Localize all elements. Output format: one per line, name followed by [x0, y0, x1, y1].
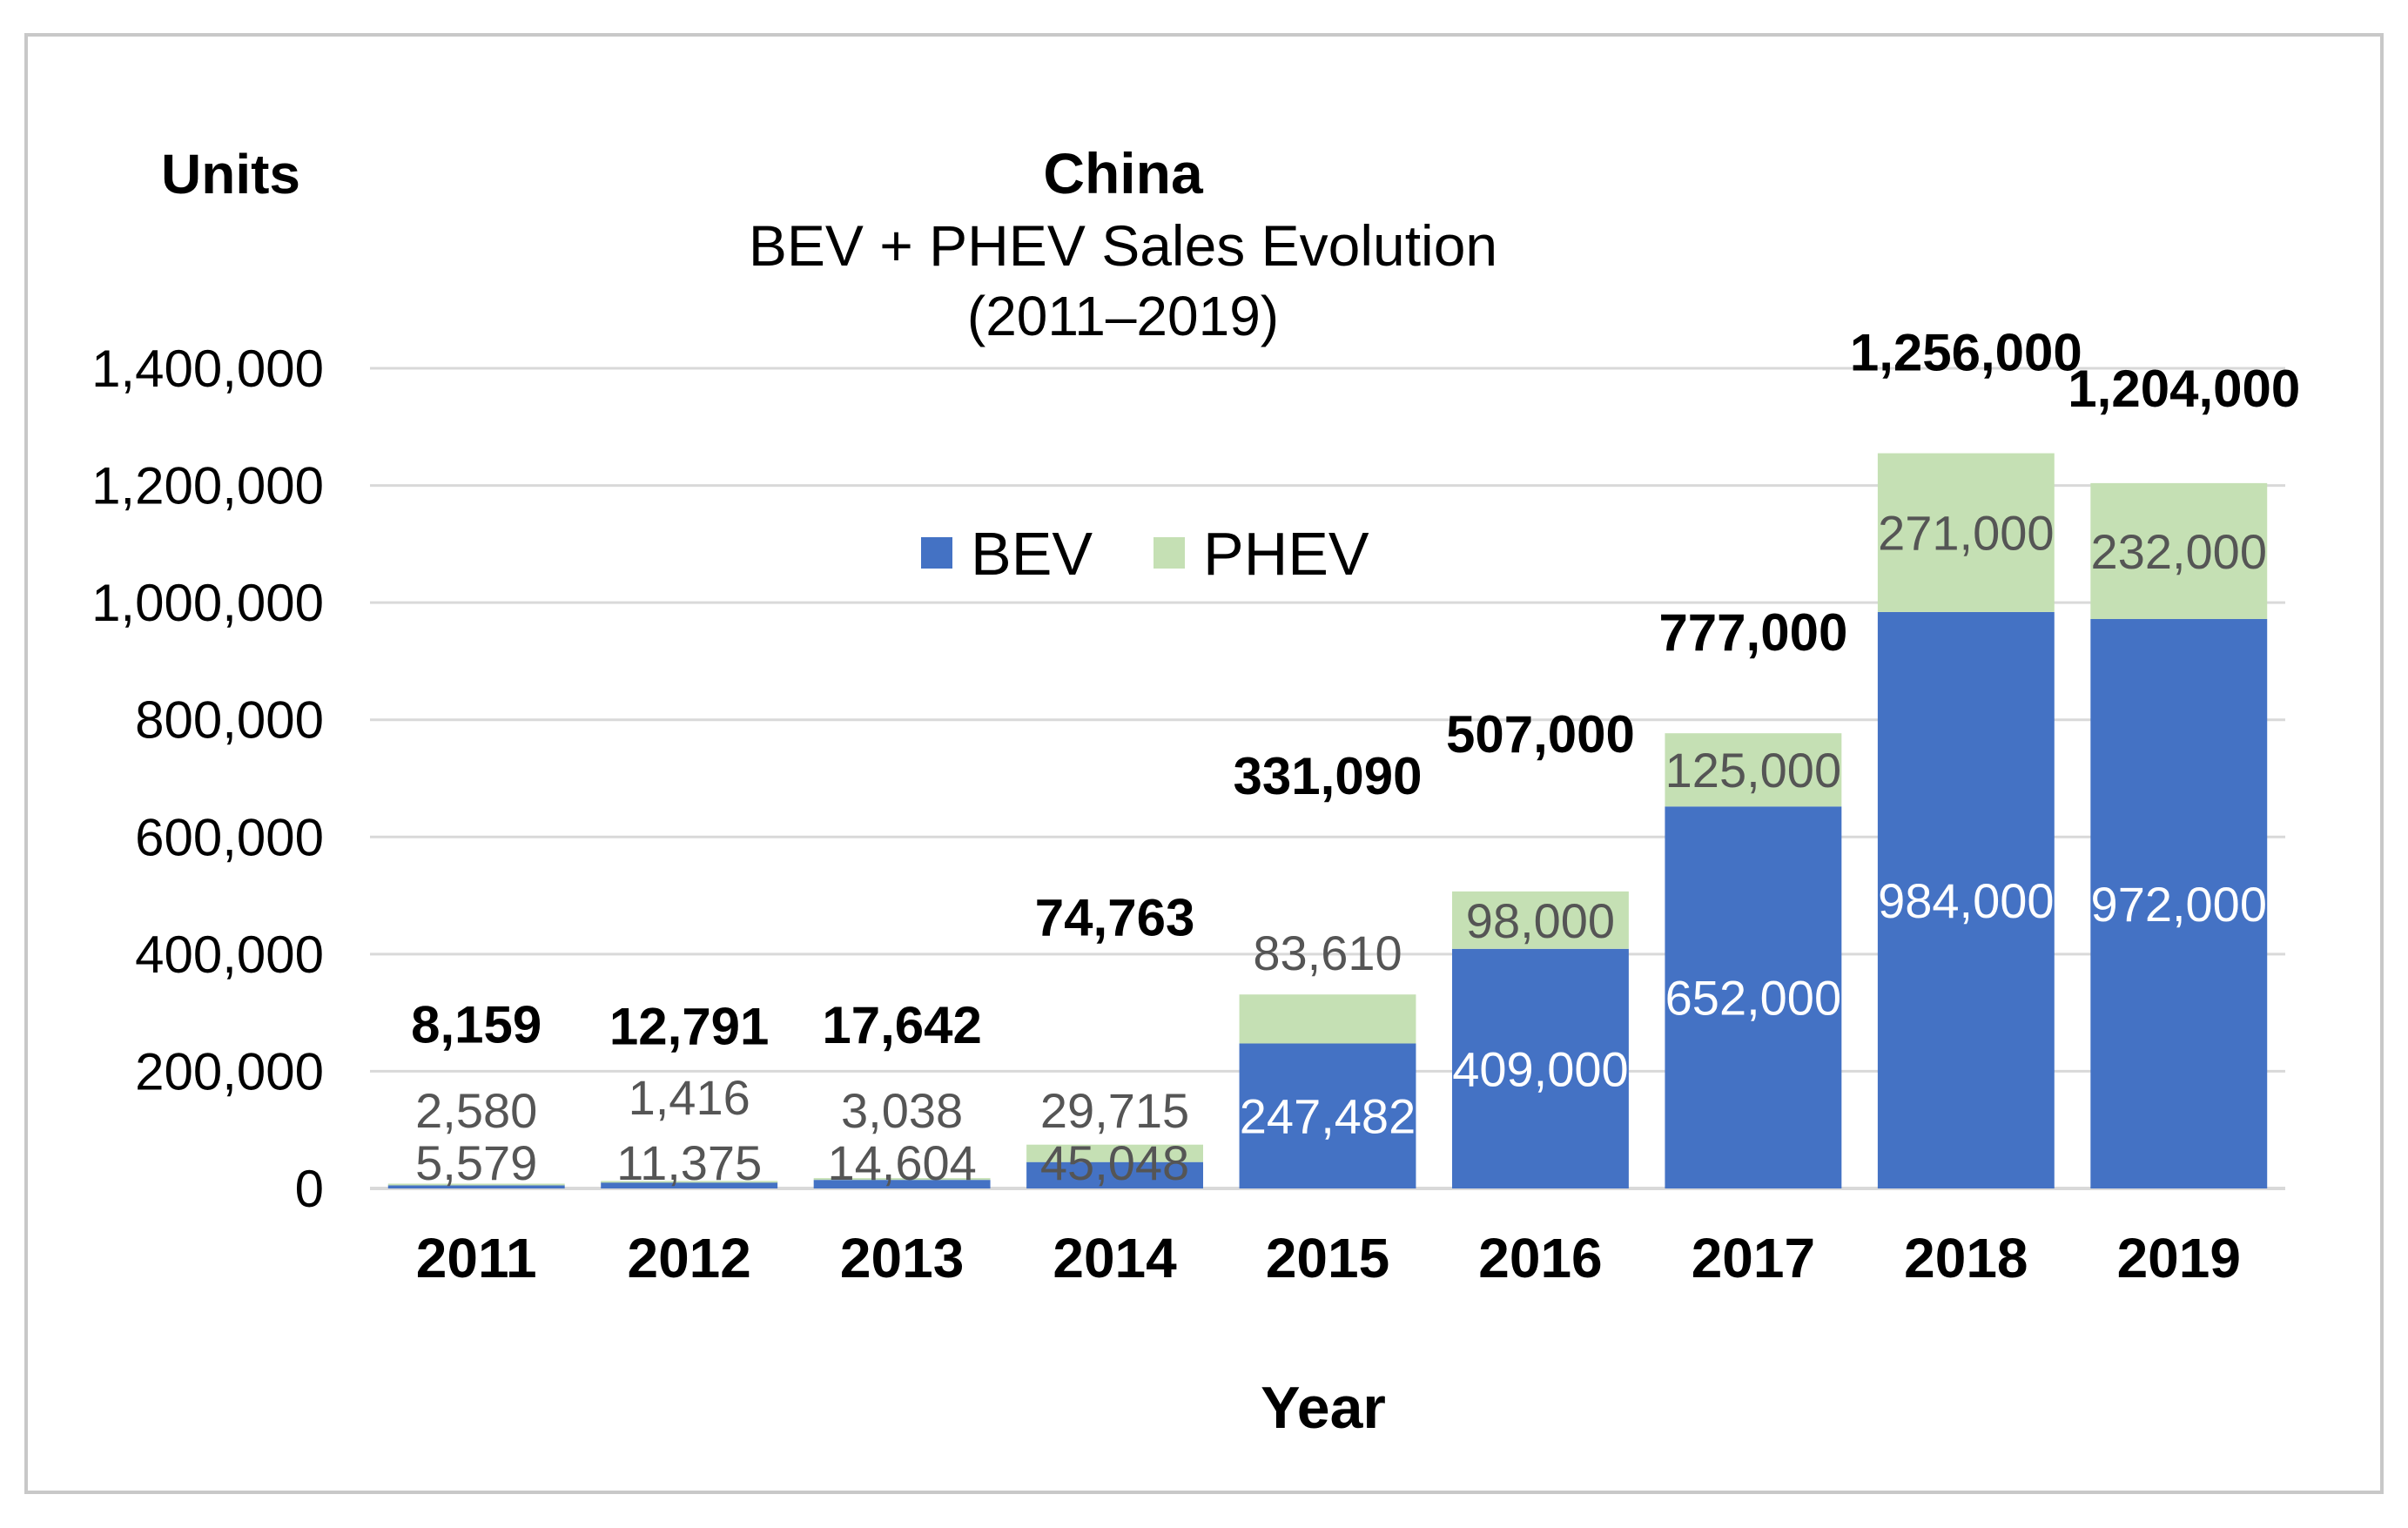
- total-label: 17,642: [822, 996, 982, 1054]
- bar-phev: [387, 1183, 565, 1186]
- legend: BEV PHEV: [921, 520, 1369, 588]
- data-label-phev: 2,580: [415, 1083, 537, 1138]
- bar-bev: [601, 1181, 778, 1188]
- bar-bev: [387, 1185, 565, 1188]
- bar-bev: [1665, 806, 1842, 1188]
- bar-bev: [1239, 1043, 1416, 1188]
- data-label-bev: 14,604: [827, 1135, 976, 1190]
- legend-swatch-phev: [1154, 537, 1185, 569]
- data-label-bev: 5,579: [415, 1135, 537, 1190]
- y-axis: 0 200,000 400,000 600,000 800,000 1,000,000 1,…: [91, 340, 324, 1218]
- total-label: 8,159: [411, 996, 541, 1054]
- y-axis-label: Units: [161, 143, 300, 205]
- x-tick-label: 2015: [1266, 1227, 1389, 1289]
- y-tick-label: 1,200,000: [91, 457, 324, 515]
- legend-label-bev: BEV: [971, 520, 1093, 588]
- y-tick-label: 200,000: [135, 1042, 324, 1101]
- chart-title: China: [1043, 141, 1204, 205]
- bar-phev: [601, 1181, 778, 1183]
- data-label-phev: 271,000: [1878, 506, 2054, 561]
- data-label-phev: 98,000: [1466, 893, 1615, 948]
- data-label-bev: 11,375: [616, 1135, 762, 1190]
- legend-label-phev: PHEV: [1203, 520, 1369, 588]
- x-axis: 2011 2012 2013 2014 2015 2016 2017 2018 2019: [416, 1227, 2241, 1289]
- data-label-bev: 45,048: [1040, 1135, 1189, 1190]
- legend-swatch-bev: [921, 537, 952, 569]
- y-tick-label: 1,400,000: [91, 340, 324, 398]
- data-label-phev: 1,416: [629, 1070, 750, 1125]
- x-tick-label: 2019: [2117, 1227, 2241, 1289]
- x-axis-label: Year: [1261, 1375, 1386, 1441]
- data-label-bev: 247,482: [1240, 1089, 1416, 1144]
- data-label-phev: 232,000: [2091, 524, 2267, 579]
- y-tick-label: 0: [295, 1160, 324, 1218]
- bar-bev: [813, 1180, 991, 1188]
- bar-phev: [1239, 994, 1416, 1044]
- x-tick-label: 2016: [1478, 1227, 1602, 1289]
- y-tick-label: 1,000,000: [91, 574, 324, 632]
- data-label-phev: 83,610: [1253, 926, 1402, 980]
- data-label-bev: 652,000: [1665, 971, 1841, 1026]
- total-label: 777,000: [1658, 603, 1847, 662]
- bar-phev: [1877, 453, 2055, 612]
- total-label: 507,000: [1446, 705, 1635, 764]
- data-label-bev: 409,000: [1452, 1041, 1628, 1096]
- total-label: 1,204,000: [2068, 360, 2300, 418]
- data-label-phev: 29,715: [1040, 1083, 1189, 1138]
- chart-subtitle-years: (2011–2019): [967, 285, 1279, 347]
- bars: [387, 453, 2268, 1188]
- bar-phev: [1026, 1144, 1203, 1162]
- data-label-phev: 125,000: [1665, 743, 1841, 798]
- data-label-bev: 972,000: [2091, 877, 2267, 932]
- y-tick-label: 400,000: [135, 926, 324, 984]
- y-tick-label: 800,000: [135, 691, 324, 750]
- x-tick-label: 2017: [1692, 1227, 1815, 1289]
- bar-bev: [1026, 1161, 1203, 1188]
- bar-phev: [1452, 891, 1629, 949]
- x-tick-label: 2018: [1904, 1227, 2028, 1289]
- x-tick-label: 2013: [840, 1227, 964, 1289]
- bar-bev: [2090, 618, 2268, 1188]
- data-label-bev: 984,000: [1878, 873, 2054, 928]
- total-label: 12,791: [609, 997, 770, 1055]
- bar-bev: [1452, 948, 1629, 1188]
- y-tick-label: 600,000: [135, 808, 324, 866]
- data-label-phev: 3,038: [841, 1083, 963, 1138]
- bar-phev: [813, 1178, 991, 1181]
- bar-phev: [2090, 482, 2268, 619]
- bar-phev: [1665, 733, 1842, 807]
- chart-subtitle: BEV + PHEV Sales Evolution: [749, 213, 1497, 278]
- bar-bev: [1877, 611, 2055, 1188]
- total-label: 1,256,000: [1850, 324, 2082, 382]
- total-label: 331,090: [1234, 747, 1423, 805]
- total-label: 74,763: [1035, 889, 1195, 947]
- x-tick-label: 2011: [416, 1227, 537, 1289]
- x-tick-label: 2012: [627, 1227, 750, 1289]
- x-tick-label: 2014: [1053, 1227, 1177, 1289]
